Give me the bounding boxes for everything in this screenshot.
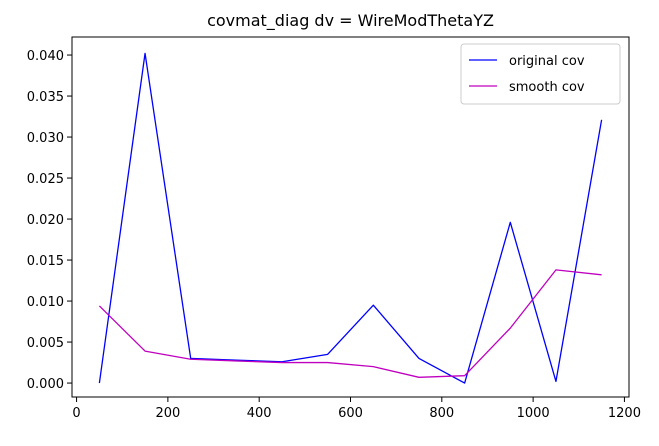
y-tick-label: 0.030 <box>27 131 64 146</box>
legend-box <box>460 43 621 105</box>
y-tick-label: 0.020 <box>27 213 64 228</box>
legend-label-2: smooth cov <box>509 80 585 95</box>
x-tick-label: 600 <box>338 406 363 421</box>
y-tick-label: 0.015 <box>27 254 64 269</box>
y-axis: 0.000 0.005 0.010 0.015 0.020 0.025 0.030 0.035… <box>27 49 72 392</box>
x-tick-label: 0 <box>72 406 80 421</box>
x-tick-label: 800 <box>429 406 454 421</box>
series-line-2 <box>98 269 602 378</box>
x-tick-label: 1000 <box>517 406 550 421</box>
x-tick-label: 1200 <box>608 406 641 421</box>
y-tick-label: 0.005 <box>27 336 64 351</box>
x-tick-label: 400 <box>247 406 272 421</box>
y-tick-label: 0.010 <box>27 295 64 310</box>
legend-label-1: original cov <box>509 54 585 69</box>
x-axis: 0 200 400 600 800 1000 1200 <box>72 397 641 421</box>
y-tick-label: 0.040 <box>27 49 64 64</box>
y-tick-label: 0.035 <box>27 90 64 105</box>
x-tick-label: 200 <box>155 406 180 421</box>
chart-title: covmat_diag dv = WireModThetaYZ <box>207 11 494 31</box>
series-line-1 <box>98 52 603 384</box>
y-tick-label: 0.025 <box>27 172 64 187</box>
legend: original cov smooth cov <box>460 43 621 105</box>
y-tick-label: 0.000 <box>27 377 64 392</box>
